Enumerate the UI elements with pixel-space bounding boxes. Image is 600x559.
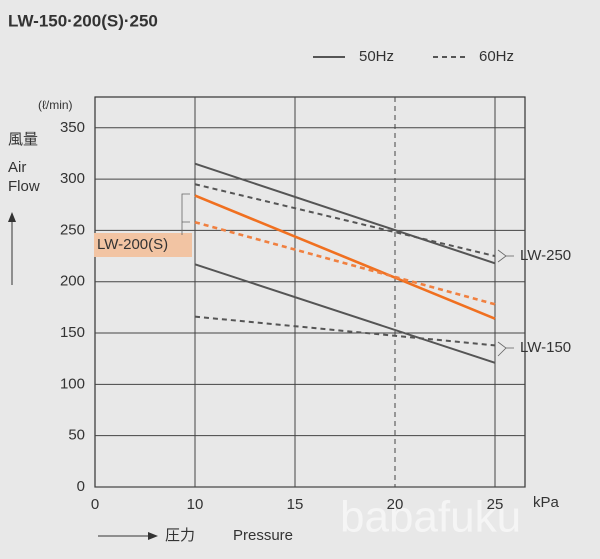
bracket — [497, 249, 507, 263]
data-line — [194, 315, 496, 347]
y-tick-label: 350 — [60, 119, 85, 136]
x-tick-label: 15 — [287, 496, 304, 513]
plot-frame — [94, 96, 526, 488]
x-arrow — [98, 532, 158, 540]
data-line — [194, 183, 496, 258]
y-tick-label: 150 — [60, 324, 85, 341]
y-label-en: Flow — [8, 178, 40, 195]
label-highlight — [94, 233, 192, 257]
legend-label: 60Hz — [479, 48, 514, 65]
y-tick-label: 200 — [60, 273, 85, 290]
legend-label: 50Hz — [359, 48, 394, 65]
data-line — [194, 220, 496, 306]
y-arrow — [8, 212, 16, 285]
x-label-ja: 圧力 — [165, 527, 195, 544]
x-tick-label: 20 — [387, 496, 404, 513]
x-tick-label: 10 — [187, 496, 204, 513]
y-unit: (ℓ/min) — [38, 98, 73, 112]
data-line — [194, 194, 496, 320]
x-tick-label: 25 — [487, 496, 504, 513]
data-line — [194, 263, 496, 364]
y-tick-label: 50 — [68, 427, 85, 444]
model-label: LW-250 — [520, 247, 571, 264]
y-tick-label: 100 — [60, 375, 85, 392]
x-unit: kPa — [533, 494, 560, 511]
data-line — [194, 162, 496, 265]
bracket — [181, 193, 190, 235]
x-tick-label: 0 — [91, 496, 99, 513]
model-label: LW-200(S) — [97, 236, 168, 253]
model-label: LW-150 — [520, 339, 571, 356]
y-tick-label: 300 — [60, 170, 85, 187]
y-label-en: Air — [8, 159, 26, 176]
x-label-en: Pressure — [233, 527, 293, 544]
y-label-ja: 風量 — [8, 131, 38, 148]
bracket — [497, 341, 507, 357]
chart-title: LW-150·200(S)·250 — [8, 11, 158, 30]
watermark: babafuku — [340, 493, 521, 542]
y-tick-label: 250 — [60, 221, 85, 238]
y-tick-label: 0 — [77, 478, 85, 495]
